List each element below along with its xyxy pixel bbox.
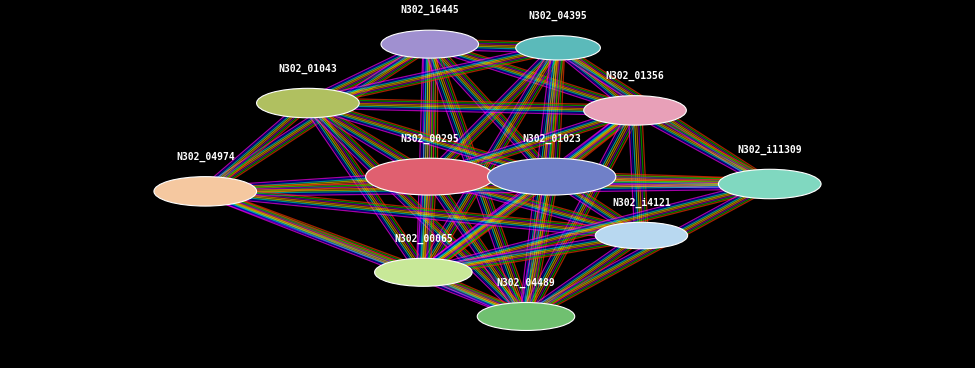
Text: N302_00295: N302_00295	[401, 133, 459, 144]
Text: N302_01043: N302_01043	[279, 63, 337, 74]
Text: N302_i4121: N302_i4121	[612, 197, 671, 208]
Circle shape	[596, 222, 687, 249]
Circle shape	[381, 30, 479, 58]
Circle shape	[584, 96, 686, 125]
Circle shape	[719, 169, 821, 199]
Text: N302_04489: N302_04489	[496, 277, 556, 288]
Text: N302_04974: N302_04974	[176, 152, 235, 162]
Circle shape	[154, 177, 256, 206]
Circle shape	[477, 302, 574, 330]
Circle shape	[488, 158, 616, 195]
Circle shape	[374, 258, 472, 286]
Text: N302_i11309: N302_i11309	[737, 144, 802, 155]
Text: N302_16445: N302_16445	[401, 5, 459, 15]
Text: N302_00065: N302_00065	[394, 233, 452, 244]
Circle shape	[516, 36, 601, 60]
Text: N302_04395: N302_04395	[528, 11, 587, 21]
Circle shape	[366, 158, 494, 195]
Circle shape	[256, 88, 359, 118]
Text: N302_01356: N302_01356	[605, 71, 664, 81]
Text: N302_01023: N302_01023	[523, 133, 581, 144]
